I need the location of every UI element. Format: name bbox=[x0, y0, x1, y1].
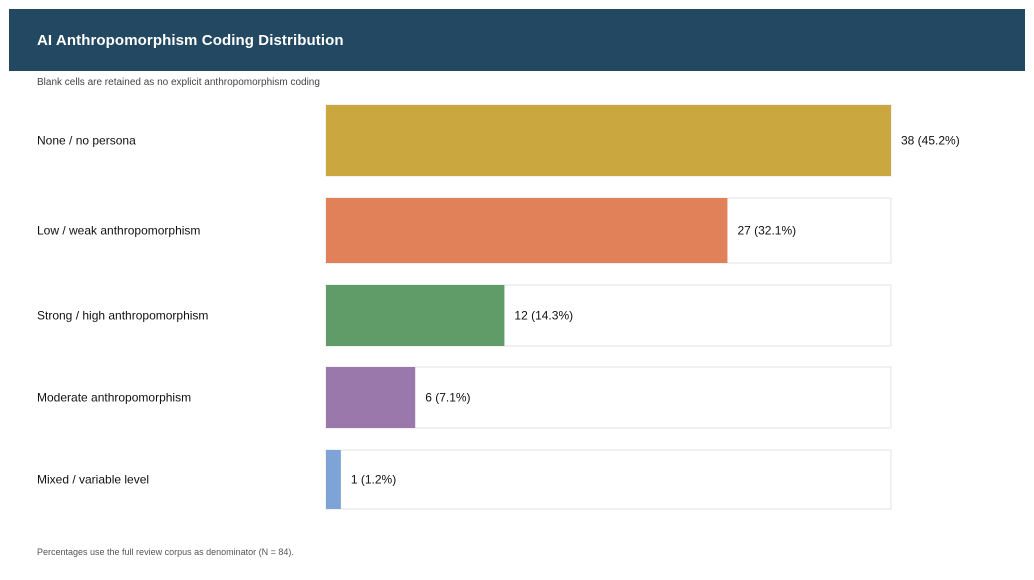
bar bbox=[326, 198, 728, 263]
bar-row: None / no persona 38 (45.2%) bbox=[37, 104, 960, 177]
bar-row: Low / weak anthropomorphism 27 (32.1%) bbox=[37, 197, 892, 264]
category-label: Low / weak anthropomorphism bbox=[37, 224, 200, 238]
bar-chart: None / no persona 38 (45.2%) Low / weak an… bbox=[37, 104, 960, 510]
bar bbox=[326, 450, 341, 509]
bar bbox=[326, 285, 505, 346]
bar-row: Mixed / variable level 1 (1.2%) bbox=[37, 449, 892, 510]
bar-row: Moderate anthropomorphism 6 (7.1%) bbox=[37, 366, 892, 429]
value-label: 6 (7.1%) bbox=[425, 391, 470, 405]
value-label: 1 (1.2%) bbox=[351, 473, 396, 487]
value-label: 12 (14.3%) bbox=[514, 309, 573, 323]
bar bbox=[326, 105, 891, 176]
chart-title: AI Anthropomorphism Coding Distribution bbox=[37, 31, 344, 49]
chart-subtitle: Blank cells are retained as no explicit … bbox=[37, 77, 320, 88]
bar-track bbox=[325, 366, 892, 429]
category-label: None / no persona bbox=[37, 134, 136, 148]
chart-header: AI Anthropomorphism Coding Distribution bbox=[9, 9, 1025, 71]
chart-panel: AI Anthropomorphism Coding Distribution … bbox=[9, 9, 1025, 575]
bar-row: Strong / high anthropomorphism 12 (14.3%) bbox=[37, 284, 892, 347]
chart-footnote: Percentages use the full review corpus a… bbox=[37, 547, 294, 557]
category-label: Moderate anthropomorphism bbox=[37, 391, 191, 405]
value-label: 38 (45.2%) bbox=[901, 134, 960, 148]
value-label: 27 (32.1%) bbox=[737, 224, 796, 238]
bar-track bbox=[325, 449, 892, 510]
bar bbox=[326, 367, 416, 428]
category-label: Strong / high anthropomorphism bbox=[37, 309, 208, 323]
category-label: Mixed / variable level bbox=[37, 473, 149, 487]
